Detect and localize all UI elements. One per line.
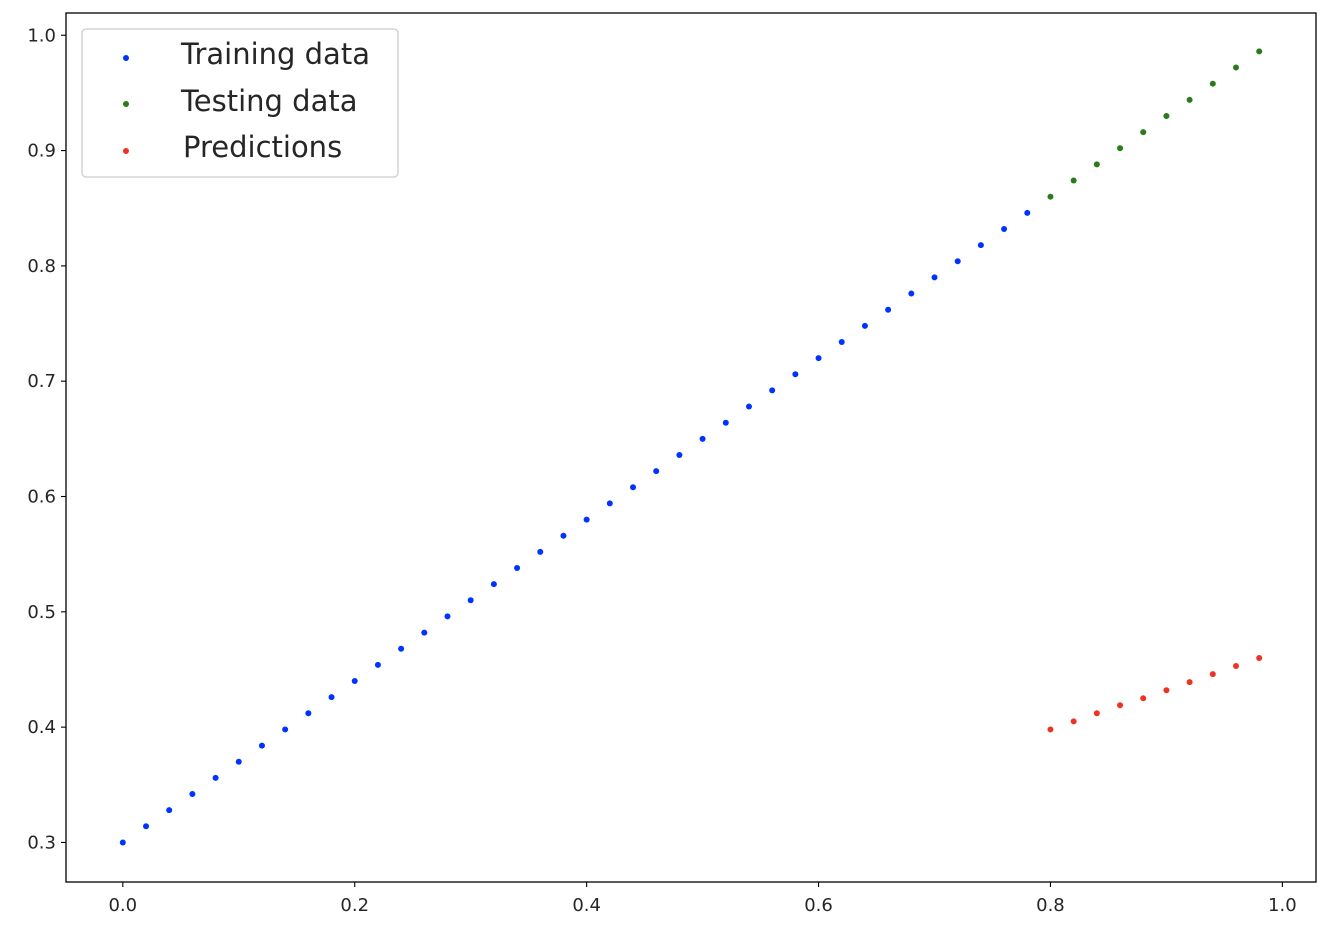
training-data-point-29	[792, 371, 799, 378]
testing-data-point-6	[1186, 96, 1193, 103]
predictions-point-2	[1093, 710, 1100, 717]
training-data-point-39	[1024, 209, 1031, 216]
legend-label-testing: Testing data	[180, 84, 358, 118]
training-data-point-28	[769, 387, 776, 394]
x-tick-label-5: 1.0	[1268, 895, 1297, 916]
x-tick-label-0: 0.0	[108, 895, 137, 916]
training-data-point-6	[258, 742, 265, 749]
training-data-point-2	[166, 807, 173, 814]
training-data-point-15	[467, 597, 474, 604]
training-data-point-9	[328, 694, 335, 701]
training-data-point-36	[954, 258, 961, 265]
training-data-point-19	[560, 532, 567, 539]
predictions-point-6	[1186, 679, 1193, 686]
training-data-point-25	[699, 435, 706, 442]
training-data-point-27	[745, 403, 752, 410]
training-data-point-10	[351, 678, 358, 685]
training-data-point-20	[583, 516, 590, 523]
y-tick-label-3: 0.6	[27, 487, 56, 508]
y-tick-label-6: 0.9	[27, 141, 56, 162]
training-data-point-12	[398, 645, 405, 652]
testing-data-point-2	[1093, 161, 1100, 168]
training-data-point-16	[490, 581, 497, 588]
y-tick-label-5: 0.8	[27, 256, 56, 277]
training-data-point-5	[235, 758, 242, 765]
training-data-point-4	[212, 774, 219, 781]
training-data-point-17	[514, 565, 521, 571]
testing-data-point-0	[1047, 193, 1054, 200]
legend-label-predictions: Predictions	[183, 130, 342, 164]
training-data-point-38	[1001, 225, 1008, 232]
training-data-point-14	[444, 613, 451, 620]
testing-data-point-9	[1256, 48, 1263, 55]
training-data-point-11	[374, 661, 381, 668]
training-data-point-31	[838, 338, 845, 345]
x-tick-label-2: 0.4	[572, 895, 601, 916]
testing-data-point-5	[1163, 112, 1170, 119]
training-data-point-8	[305, 710, 312, 717]
predictions-point-1	[1070, 718, 1077, 725]
predictions-point-5	[1163, 687, 1170, 694]
axis-ticks: 0.0 0.2 0.4 0.6 0.8 1.0 0.3 0.4 0.5 0.6 0.7 0.8 0.9 1…	[27, 25, 1296, 916]
legend-label-training: Training data	[180, 37, 370, 71]
training-data-point-18	[537, 548, 544, 555]
y-tick-label-7: 1.0	[27, 25, 56, 46]
training-data-point-37	[977, 242, 984, 249]
x-tick-label-3: 0.6	[804, 895, 833, 916]
training-data-point-1	[143, 823, 150, 830]
testing-data-point-8	[1232, 64, 1239, 71]
y-tick-label-2: 0.5	[27, 602, 56, 623]
testing-data-point-1	[1070, 177, 1077, 184]
predictions-point-4	[1140, 695, 1147, 702]
training-data-point-21	[606, 500, 613, 507]
predictions-point-7	[1209, 671, 1216, 678]
legend-marker-training	[123, 55, 129, 61]
testing-data-point-4	[1140, 129, 1147, 136]
legend-item-training-data: Training data	[123, 37, 370, 71]
training-data-point-3	[189, 791, 196, 798]
training-data-point-35	[931, 274, 938, 281]
data-points	[119, 48, 1263, 846]
training-data-point-7	[282, 726, 289, 733]
training-data-point-33	[885, 306, 892, 313]
training-data-point-26	[722, 419, 729, 426]
y-tick-label-1: 0.4	[27, 717, 56, 738]
training-data-point-0	[119, 839, 126, 846]
predictions-point-8	[1232, 663, 1239, 670]
training-data-point-32	[861, 322, 868, 329]
training-data-point-13	[421, 629, 428, 636]
legend-box	[81, 28, 399, 178]
predictions-point-0	[1047, 726, 1054, 733]
training-data-point-23	[653, 468, 660, 475]
testing-data-point-7	[1209, 80, 1216, 87]
training-data-point-24	[676, 452, 683, 458]
training-data-point-22	[630, 484, 637, 491]
legend-marker-testing	[123, 101, 129, 107]
predictions-point-9	[1256, 654, 1263, 661]
predictions-point-3	[1117, 702, 1124, 709]
y-tick-label-0: 0.3	[27, 832, 56, 853]
training-data-point-34	[908, 290, 915, 297]
legend-marker-predictions	[123, 148, 129, 154]
axes-frame	[65, 12, 1317, 883]
training-data-point-30	[815, 355, 822, 362]
legend: Training data Testing data Predictions	[81, 28, 399, 178]
legend-item-predictions: Predictions	[123, 130, 342, 164]
x-tick-label-1: 0.2	[340, 895, 369, 916]
x-tick-label-4: 0.8	[1036, 895, 1065, 916]
legend-item-testing-data: Testing data	[123, 84, 358, 118]
testing-data-point-3	[1117, 145, 1124, 152]
y-tick-label-4: 0.7	[27, 371, 56, 392]
